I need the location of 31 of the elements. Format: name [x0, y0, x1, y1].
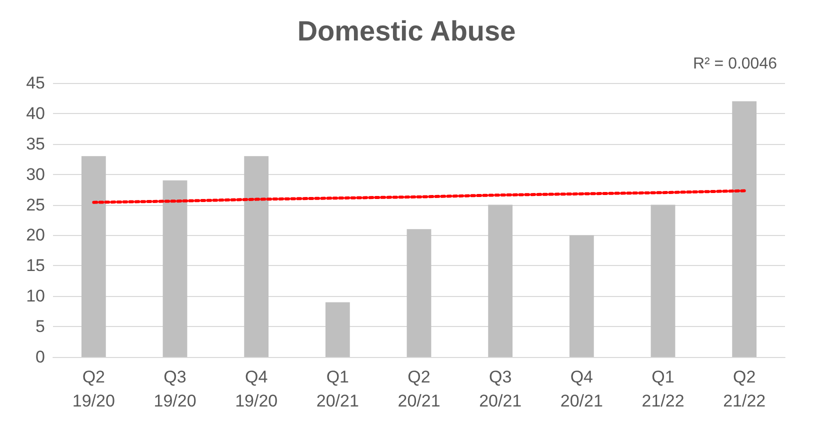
line-series	[92, 189, 746, 204]
x-tick-label: Q2 21/22	[723, 368, 766, 410]
y-tick-label: 45	[26, 74, 45, 92]
bar	[81, 156, 106, 357]
y-tick-label: 40	[26, 104, 45, 123]
bar	[732, 101, 757, 357]
bar	[162, 180, 188, 357]
bar	[244, 156, 269, 357]
x-tick-label: Q1 20/21	[316, 368, 359, 410]
x-tick-label: Q2 20/21	[398, 368, 440, 410]
x-tick-label: Q4 20/21	[560, 368, 603, 410]
y-tick-label: 15	[26, 256, 45, 276]
bar	[325, 302, 350, 357]
y-tick-label: 30	[26, 164, 45, 184]
chart-title: Domestic Abuse	[297, 16, 516, 46]
x-tick-label: Q3 19/20	[154, 368, 196, 410]
bar	[406, 229, 432, 357]
y-tick-label: 35	[26, 134, 45, 154]
x-tick-label: Q2 19/20	[72, 368, 115, 410]
x-tick-label: Q1 21/22	[642, 368, 684, 410]
y-tick-label: 0	[36, 348, 45, 366]
y-tick-label: 25	[26, 195, 45, 214]
y-tick-label: 20	[26, 226, 45, 245]
y-tick-label: 5	[36, 317, 45, 336]
bar	[488, 204, 513, 357]
x-tick-label: Q4 19/20	[235, 368, 278, 410]
text: R² = 0.0046	[692, 56, 778, 72]
x-tick-label: Q3 20/21	[479, 368, 522, 410]
bar	[650, 204, 676, 357]
y-tick-label: 10	[26, 286, 45, 306]
bar	[569, 235, 594, 357]
